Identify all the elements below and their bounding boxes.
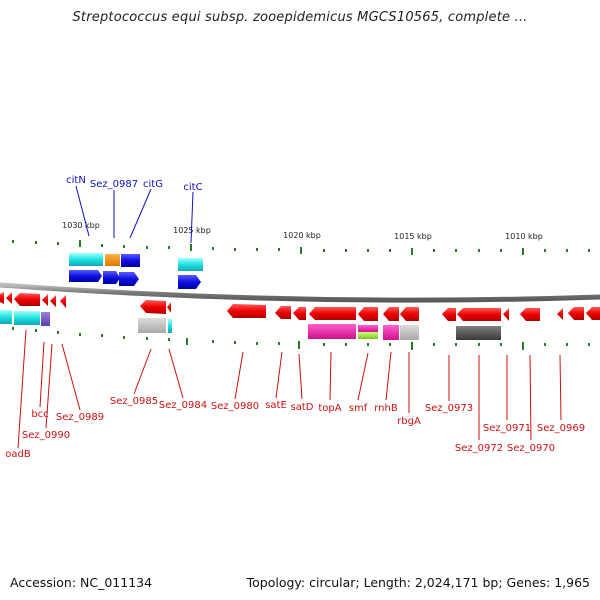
label-sez0989[interactable]: Sez_0989 bbox=[56, 412, 104, 423]
feature-rbgA-gray[interactable] bbox=[400, 325, 419, 340]
label-sez0972[interactable]: Sez_0972 bbox=[455, 443, 503, 454]
forward-features[interactable] bbox=[69, 253, 203, 289]
genome-backbone bbox=[0, 282, 600, 303]
gene-sez0971[interactable] bbox=[503, 308, 509, 321]
label-sez0971[interactable]: Sez_0971 bbox=[483, 423, 531, 434]
label-sez0970[interactable]: Sez_0970 bbox=[507, 443, 555, 454]
label-sez0984[interactable]: Sez_0984 bbox=[159, 400, 207, 411]
label-sez0987[interactable]: Sez_0987 bbox=[90, 179, 138, 190]
label-rbgA[interactable]: rbgA bbox=[397, 416, 421, 427]
feature-bcc-purple[interactable] bbox=[41, 312, 50, 326]
upper-ticks bbox=[12, 240, 590, 255]
accession-text: Accession: NC_011134 bbox=[10, 575, 153, 590]
reverse-features[interactable] bbox=[0, 310, 501, 340]
feature-citN-cyan[interactable] bbox=[69, 253, 103, 266]
scale-label-1030: 1030 kbp bbox=[62, 221, 100, 230]
feature-sez0985-gray[interactable] bbox=[138, 318, 166, 333]
gene-right-1[interactable] bbox=[586, 307, 600, 320]
feature-sez0987-orange[interactable] bbox=[105, 254, 120, 266]
label-sez0990[interactable]: Sez_0990 bbox=[22, 430, 70, 441]
genome-summary-text: Topology: circular; Length: 2,024,171 bp… bbox=[246, 575, 590, 590]
gene-bcc[interactable] bbox=[42, 294, 48, 306]
feature-oadB-cyan[interactable] bbox=[14, 311, 40, 325]
label-sez0980[interactable]: Sez_0980 bbox=[211, 401, 259, 412]
label-rnhB[interactable]: rnhB bbox=[374, 403, 398, 414]
gene-sez0970[interactable] bbox=[520, 308, 540, 321]
gene-citG-arrow[interactable] bbox=[119, 272, 139, 286]
label-smf[interactable]: smf bbox=[349, 403, 368, 414]
feature-smf-lime[interactable] bbox=[358, 332, 378, 339]
gene-left-1[interactable] bbox=[0, 292, 4, 304]
lower-ticks bbox=[12, 327, 590, 350]
gene-sez0984[interactable] bbox=[167, 302, 171, 313]
gene-citC-arrow[interactable] bbox=[178, 275, 201, 289]
scale-label-1020: 1020 kbp bbox=[283, 231, 321, 240]
gene-citN-arrow[interactable] bbox=[69, 270, 102, 282]
label-citN[interactable]: citN bbox=[66, 175, 86, 186]
gene-rnhB[interactable] bbox=[383, 307, 399, 321]
label-oadB[interactable]: oadB bbox=[5, 449, 31, 460]
label-sez0969[interactable]: Sez_0969 bbox=[537, 423, 585, 434]
label-sez0973[interactable]: Sez_0973 bbox=[425, 403, 473, 414]
label-sez0985[interactable]: Sez_0985 bbox=[110, 396, 158, 407]
label-satE[interactable]: satE bbox=[265, 400, 287, 411]
gene-sez0973[interactable] bbox=[442, 308, 456, 321]
gene-sez0969-b[interactable] bbox=[568, 307, 584, 320]
gene-rbgA[interactable] bbox=[400, 307, 419, 321]
gene-sez0969-a[interactable] bbox=[557, 308, 563, 320]
bottom-leaders bbox=[17, 329, 562, 449]
gene-satE[interactable] bbox=[275, 306, 291, 319]
label-citC[interactable]: citC bbox=[183, 182, 202, 193]
scale-label-1015: 1015 kbp bbox=[394, 232, 432, 241]
feature-rnhB-magenta[interactable] bbox=[383, 325, 399, 340]
gene-sez0980[interactable] bbox=[227, 304, 266, 318]
scale-label-1025: 1025 kbp bbox=[173, 226, 211, 235]
gene-oadB[interactable] bbox=[14, 293, 40, 306]
label-satD[interactable]: satD bbox=[291, 402, 314, 413]
label-citG[interactable]: citG bbox=[143, 179, 163, 190]
scale-label-1010: 1010 kbp bbox=[505, 232, 543, 241]
feature-citG-blue[interactable] bbox=[121, 254, 140, 267]
feature-citC-cyan[interactable] bbox=[178, 258, 203, 271]
feature-sez0984-cyan[interactable] bbox=[168, 319, 172, 333]
top-leaders bbox=[75, 185, 194, 244]
feature-left-cyan[interactable] bbox=[0, 310, 12, 324]
gene-smf[interactable] bbox=[358, 307, 378, 321]
label-topA[interactable]: topA bbox=[318, 403, 341, 414]
gene-sez0987-arrow[interactable] bbox=[103, 271, 120, 284]
gene-left-2[interactable] bbox=[6, 292, 12, 304]
feature-smf-magenta[interactable] bbox=[358, 325, 378, 332]
gene-satD[interactable] bbox=[293, 307, 306, 320]
reverse-genes[interactable] bbox=[0, 292, 600, 321]
gene-sez0990[interactable] bbox=[50, 295, 56, 307]
feature-sez0972-dark[interactable] bbox=[456, 326, 501, 340]
feature-topA-magenta[interactable] bbox=[308, 324, 356, 339]
gene-sez0985[interactable] bbox=[140, 300, 166, 314]
label-bcc[interactable]: bcc bbox=[31, 409, 48, 420]
map-title: Streptococcus equi subsp. zooepidemicus … bbox=[72, 10, 528, 25]
gene-topA[interactable] bbox=[309, 307, 356, 320]
gene-sez0972[interactable] bbox=[457, 308, 501, 321]
gene-sez0989[interactable] bbox=[60, 295, 66, 308]
